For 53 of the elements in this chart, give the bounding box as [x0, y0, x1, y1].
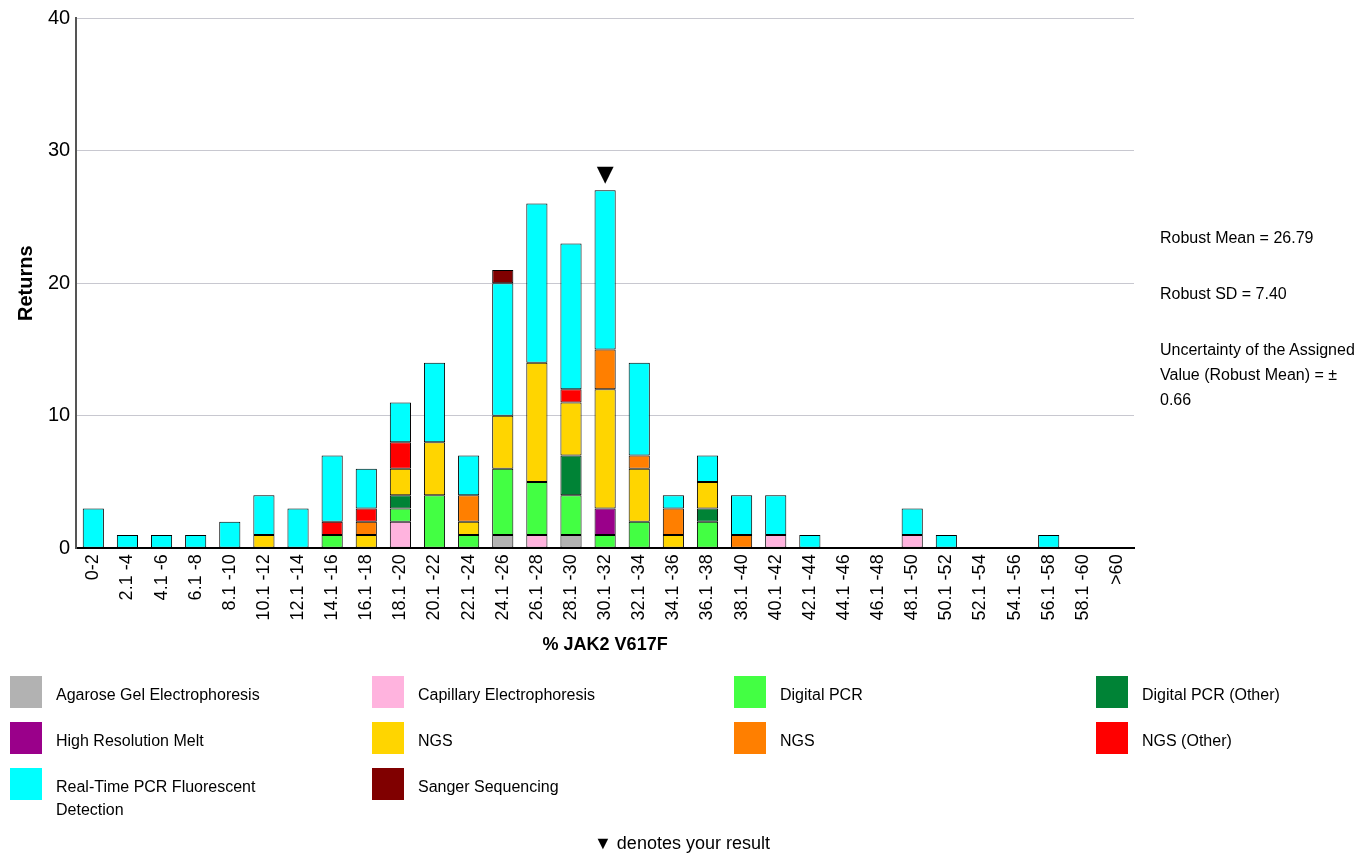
y-tick-label: 20 [48, 270, 71, 293]
x-tick-label: 56.1 -58 [1037, 554, 1058, 621]
x-tick-label: 48.1 -50 [901, 554, 922, 621]
x-tick-label: 42.1 -44 [798, 554, 819, 621]
legend-label: Sanger Sequencing [418, 777, 559, 797]
legend-label: High Resolution Melt [56, 731, 204, 751]
x-tick-label: 20.1 -22 [423, 554, 444, 621]
y-tick-label: 10 [48, 403, 71, 426]
x-tick-label: 40.1 -42 [764, 554, 785, 621]
legend-label: Capillary Electrophoresis [418, 685, 595, 705]
y-tick-label: 0 [59, 535, 71, 558]
text: Robust SD = 7.40 [1160, 284, 1288, 304]
legend-label: NGS (Other) [1142, 731, 1232, 751]
x-tick-label: 32.1 -34 [628, 554, 649, 621]
x-tick-label: 38.1 -40 [730, 554, 751, 621]
x-tick-label: 34.1 -36 [662, 554, 683, 621]
x-tick-label: >60 [1105, 554, 1126, 585]
y-tick-label: 40 [48, 5, 71, 28]
x-tick-label: 46.1 -48 [867, 554, 888, 621]
x-tick-label: 54.1 -56 [1003, 554, 1024, 621]
y-tick-label: 30 [48, 138, 71, 161]
x-tick-label: 6.1 -8 [184, 554, 205, 601]
x-tick-label: 4.1 -6 [150, 554, 171, 601]
x-tick-label: 18.1 -20 [389, 554, 410, 621]
x-tick-label: 36.1 -38 [696, 554, 717, 621]
legend-label: Digital PCR (Other) [1142, 685, 1280, 705]
text: Uncertainty of the Assigned Value (Robust Mean) = ± 0.66 [1160, 340, 1356, 410]
x-tick-label: 50.1 -52 [935, 554, 956, 621]
x-tick-label: 26.1 -28 [525, 554, 546, 621]
x-tick-label: 2.1 -4 [116, 554, 137, 601]
x-tick-label: 58.1 -60 [1071, 554, 1092, 621]
y-axis-title: Returns [13, 245, 36, 321]
x-tick-label: 30.1 -32 [594, 554, 615, 621]
x-tick-label: 22.1 -24 [457, 554, 478, 621]
x-tick-label: 14.1 -16 [321, 554, 342, 621]
legend-label: Real-Time PCR Fluorescent Detection [56, 777, 257, 820]
legend-label: NGS [780, 731, 815, 751]
annotation: ▼ [596, 161, 614, 187]
text: Robust Mean = 26.79 [1160, 228, 1315, 248]
x-axis-title: % JAK2 V617F [542, 634, 668, 655]
x-tick-label: 16.1 -18 [355, 554, 376, 621]
x-tick-label: 52.1 -54 [969, 554, 990, 621]
x-tick-label: 28.1 -30 [559, 554, 580, 621]
x-tick-label: 8.1 -10 [218, 554, 239, 611]
text: ▼ denotes your result [593, 832, 771, 854]
x-tick-label: 0-2 [82, 554, 103, 581]
x-tick-label: 44.1 -46 [832, 554, 853, 621]
x-tick-label: 10.1 -12 [252, 554, 273, 621]
x-tick-label: 24.1 -26 [491, 554, 512, 621]
legend-label: NGS [418, 731, 453, 751]
x-tick-label: 12.1 -14 [287, 554, 307, 621]
legend-label: Digital PCR [780, 685, 863, 705]
legend-label: Agarose Gel Electrophoresis [56, 685, 260, 705]
